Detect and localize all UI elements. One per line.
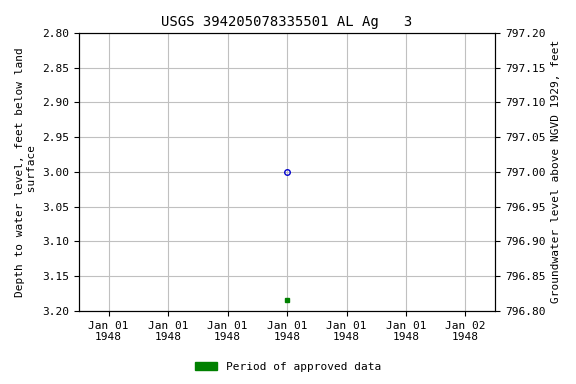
Y-axis label: Depth to water level, feet below land
 surface: Depth to water level, feet below land su…: [15, 47, 37, 297]
Y-axis label: Groundwater level above NGVD 1929, feet: Groundwater level above NGVD 1929, feet: [551, 40, 561, 303]
Title: USGS 394205078335501 AL Ag   3: USGS 394205078335501 AL Ag 3: [161, 15, 412, 29]
Legend: Period of approved data: Period of approved data: [191, 358, 385, 377]
